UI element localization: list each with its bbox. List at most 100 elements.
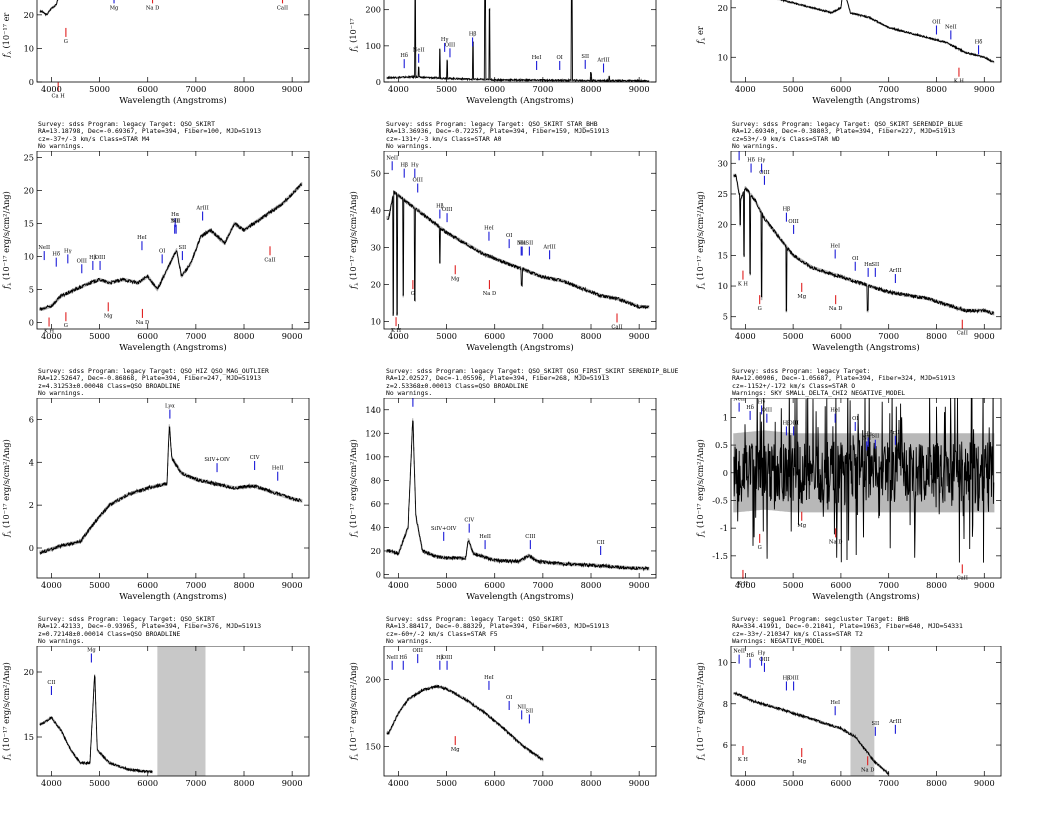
flux-line bbox=[40, 0, 302, 15]
flux-line bbox=[734, 0, 994, 62]
line-label: Hβ bbox=[469, 31, 477, 37]
y-tick-label: 6 bbox=[29, 414, 34, 424]
header-line: No warnings. bbox=[386, 390, 678, 397]
y-tick-label: 25 bbox=[718, 189, 728, 199]
y-tick-label: 20 bbox=[371, 546, 381, 556]
x-tick-label: 5000 bbox=[783, 580, 804, 590]
line-label: CIV bbox=[464, 518, 474, 524]
line-label: Mg bbox=[110, 5, 119, 11]
line-label: CIV bbox=[250, 455, 260, 461]
x-tick-label: 7000 bbox=[532, 331, 553, 341]
error-band bbox=[40, 182, 302, 311]
header-line: No warnings. bbox=[38, 143, 261, 150]
x-tick-label: 5000 bbox=[783, 331, 804, 341]
plot-frame bbox=[37, 0, 309, 82]
line-label: G bbox=[64, 39, 68, 45]
line-label: Mg bbox=[87, 648, 96, 654]
y-axis-label: fλ (10⁻¹⁷ erg/s/cm²/Ang) bbox=[695, 662, 707, 761]
x-tick-label: 9000 bbox=[974, 580, 995, 590]
x-tick-label: 7000 bbox=[185, 331, 206, 341]
line-label: CaII bbox=[264, 257, 275, 263]
y-tick-label: 0 bbox=[29, 77, 34, 87]
y-tick-label: 6 bbox=[723, 740, 728, 750]
line-label: Mg bbox=[797, 523, 806, 529]
x-axis-label: Wavelength (Angstroms) bbox=[119, 342, 226, 353]
x-tick-label: 8000 bbox=[581, 778, 602, 788]
x-tick-label: 9000 bbox=[282, 580, 303, 590]
plot-frame bbox=[384, 646, 656, 776]
y-tick-label: 100 bbox=[365, 452, 381, 462]
header-line: No warnings. bbox=[732, 143, 963, 150]
line-label: Ca H bbox=[52, 93, 66, 99]
x-tick-label: 6000 bbox=[830, 580, 851, 590]
y-tick-label: 40 bbox=[371, 522, 381, 532]
line-label: Hγ bbox=[758, 399, 766, 405]
y-tick-label: 15 bbox=[24, 219, 34, 229]
line-label: ArIII bbox=[888, 719, 901, 725]
line-label: OIII bbox=[788, 675, 798, 681]
x-tick-label: 9000 bbox=[974, 331, 995, 341]
line-label: Mg bbox=[451, 276, 460, 282]
y-tick-label: 0 bbox=[376, 77, 381, 87]
y-tick-label: 1 bbox=[723, 412, 728, 422]
line-label: K H bbox=[738, 282, 749, 288]
line-label: Na D bbox=[483, 291, 496, 297]
line-label: NeII bbox=[386, 155, 398, 161]
x-tick-label: 7000 bbox=[878, 84, 899, 94]
line-label: CaII bbox=[957, 331, 968, 337]
y-tick-label: 10 bbox=[718, 658, 728, 668]
line-label: ArIII bbox=[888, 268, 901, 274]
line-label: Hγ bbox=[758, 158, 766, 164]
x-tick-label: 5000 bbox=[436, 580, 457, 590]
plot-frame bbox=[731, 151, 1001, 329]
x-tick-label: 8000 bbox=[234, 84, 255, 94]
x-tick-label: 6000 bbox=[484, 580, 505, 590]
line-label: Hδ bbox=[52, 252, 60, 258]
x-tick-label: 6000 bbox=[484, 778, 505, 788]
line-label: G bbox=[758, 306, 762, 312]
y-axis-label: fλ (10⁻¹⁷ bbox=[348, 18, 360, 53]
spectrum-header: Survey: sdss Program: legacy Target:RA=1… bbox=[732, 368, 955, 398]
line-label: OIII bbox=[788, 420, 798, 426]
x-axis-label: Wavelength (Angstroms) bbox=[812, 342, 919, 353]
y-axis-label: fλ (10⁻¹⁷ erg/s/cm²/Ang) bbox=[348, 439, 360, 538]
line-label: Hδ bbox=[399, 655, 407, 661]
x-tick-label: 9000 bbox=[282, 331, 303, 341]
y-tick-label: 5 bbox=[723, 312, 728, 322]
line-label: NII bbox=[172, 219, 181, 225]
x-tick-label: 6000 bbox=[830, 84, 851, 94]
line-label: Mg bbox=[451, 747, 460, 753]
y-tick-label: 200 bbox=[365, 675, 381, 685]
x-tick-label: 9000 bbox=[282, 84, 303, 94]
line-label: SII bbox=[526, 241, 534, 247]
x-tick-label: 4000 bbox=[388, 580, 409, 590]
flux-line bbox=[387, 191, 649, 315]
plot-frame bbox=[384, 0, 656, 82]
x-tick-label: 5000 bbox=[783, 778, 804, 788]
y-tick-label: 8 bbox=[723, 699, 728, 709]
x-axis-label: Wavelength (Angstroms) bbox=[812, 591, 919, 602]
header-line: Warnings: SKY SMALL_DELTA_CHI2 NEGATIVE_… bbox=[732, 390, 955, 397]
spectrum-header: Survey: sdss Program: legacy Target: QSO… bbox=[386, 616, 609, 646]
y-tick-label: 200 bbox=[365, 5, 381, 15]
x-axis-label: Wavelength (Angstroms) bbox=[812, 95, 919, 106]
spectrum-chart: LyαSiIV+OIVCIVHeIICIIICII400050006000700… bbox=[344, 398, 676, 623]
x-tick-label: 5000 bbox=[783, 84, 804, 94]
line-label: OIII bbox=[759, 657, 769, 663]
y-tick-label: 20 bbox=[24, 10, 34, 20]
x-tick-label: 7000 bbox=[532, 778, 553, 788]
spectrum-header: Survey: segue1 Program: segcluster Targe… bbox=[732, 616, 963, 646]
y-tick-label: 10 bbox=[718, 281, 728, 291]
x-tick-label: 8000 bbox=[926, 580, 947, 590]
line-label: OI bbox=[506, 233, 512, 239]
spectrum-chart: NeIIHδHγOIIIHβOIIIHeIOIHαSIIArIIIK HGMgN… bbox=[691, 151, 1021, 374]
x-tick-label: 5000 bbox=[89, 331, 110, 341]
line-label: HeII bbox=[479, 534, 491, 540]
error-band bbox=[734, 174, 994, 316]
y-tick-label: 4 bbox=[29, 457, 34, 467]
line-label: OIII bbox=[412, 178, 422, 184]
plot-frame bbox=[37, 151, 309, 329]
